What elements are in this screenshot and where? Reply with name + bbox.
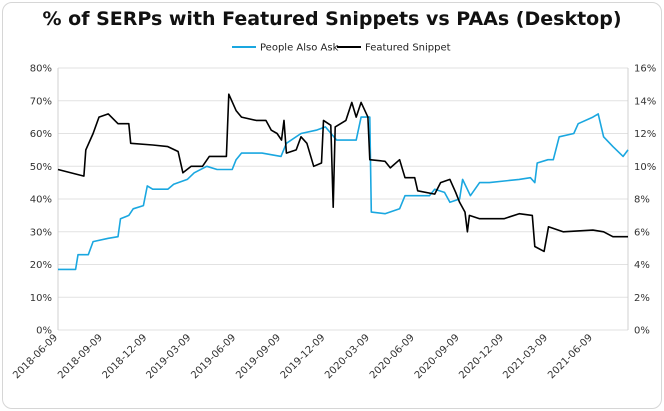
- x-tick-label: 2019-03-09: [144, 332, 193, 381]
- y-right-tick-label: 16%: [634, 64, 656, 75]
- x-tick-label: 2019-09-09: [234, 332, 283, 381]
- y-right-tick-label: 8%: [634, 195, 650, 206]
- series-line-featured-snippet: [57, 93, 628, 253]
- y-left-tick-label: 50%: [30, 162, 52, 173]
- chart-title: % of SERPs with Featured Snippets vs PAA…: [42, 8, 622, 30]
- y-right-tick-label: 0%: [634, 326, 650, 337]
- x-tick-label: 2020-06-09: [368, 332, 417, 381]
- x-tick-label: 2020-09-09: [413, 332, 462, 381]
- y-right-tick-label: 12%: [634, 129, 656, 140]
- y-right-tick-label: 6%: [634, 227, 650, 238]
- x-tick-label: 2018-12-09: [101, 332, 150, 381]
- y-left-tick-label: 70%: [30, 96, 52, 107]
- y-left-tick-label: 10%: [30, 293, 52, 304]
- x-tick-label: 2019-12-09: [279, 332, 328, 381]
- x-tick-label: 2020-12-09: [457, 332, 506, 381]
- x-tick-label: 2021-06-09: [546, 332, 595, 381]
- x-tick-label: 2021-03-09: [501, 332, 550, 381]
- y-left-tick-label: 40%: [30, 195, 52, 206]
- x-tick-label: 2018-06-09: [11, 332, 60, 381]
- series-line-people-also-ask: [58, 113, 629, 271]
- y-right-tick-label: 14%: [634, 96, 656, 107]
- x-tick-label: 2019-06-09: [189, 332, 238, 381]
- y-left-tick-label: 60%: [30, 129, 52, 140]
- x-tick-label: 2018-09-09: [56, 332, 105, 381]
- y-left-tick-label: 0%: [36, 326, 52, 337]
- y-right-tick-label: 4%: [634, 260, 650, 271]
- legend-label: Featured Snippet: [365, 43, 451, 54]
- y-right-tick-label: 2%: [634, 293, 650, 304]
- y-left-tick-label: 20%: [30, 260, 52, 271]
- y-left-tick-label: 30%: [30, 227, 52, 238]
- legend-label: People Also Ask: [260, 43, 339, 54]
- y-left-tick-label: 80%: [30, 64, 52, 75]
- x-tick-label: 2020-03-09: [323, 332, 372, 381]
- y-right-tick-label: 10%: [634, 162, 656, 173]
